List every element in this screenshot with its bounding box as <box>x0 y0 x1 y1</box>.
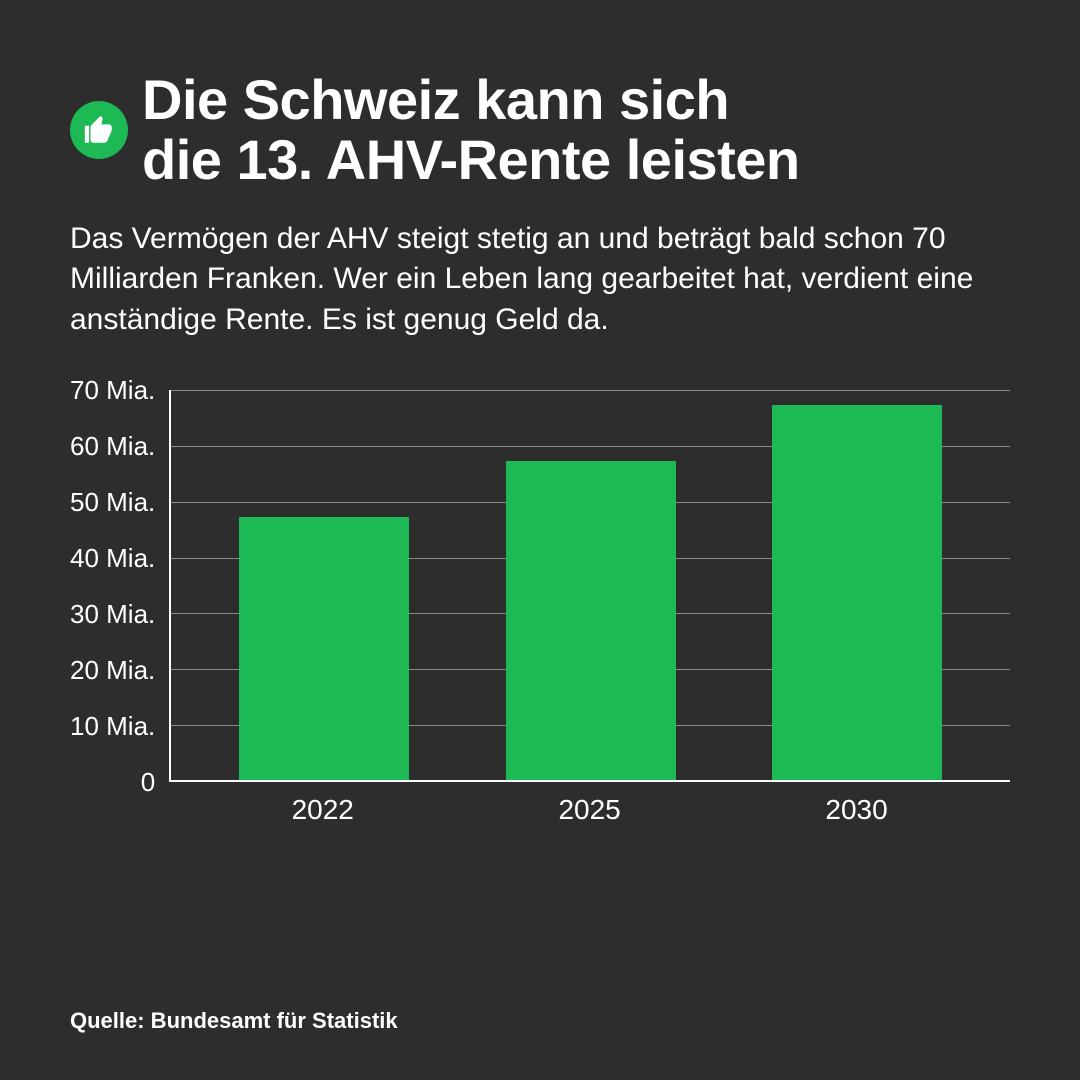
y-tick-label: 60 Mia. <box>70 433 155 459</box>
title-line-1: Die Schweiz kann sich <box>142 68 729 131</box>
x-tick-label: 2030 <box>772 794 942 826</box>
plot-area <box>169 390 1010 782</box>
y-tick-label: 30 Mia. <box>70 601 155 627</box>
y-tick-label: 20 Mia. <box>70 657 155 683</box>
thumbs-up-icon <box>70 101 128 159</box>
subtitle-text: Das Vermögen der AHV steigt stetig an un… <box>70 219 990 341</box>
bar <box>239 517 409 780</box>
y-tick-label: 0 <box>141 769 155 795</box>
x-axis-labels: 2022 2025 2030 <box>169 782 1010 826</box>
title-line-2: die 13. AHV-Rente leisten <box>142 128 800 191</box>
page-title: Die Schweiz kann sich die 13. AHV-Rente … <box>142 70 800 191</box>
bars-container <box>171 390 1010 780</box>
bar <box>772 405 942 780</box>
bar <box>506 461 676 780</box>
x-tick-label: 2025 <box>505 794 675 826</box>
x-tick-label: 2022 <box>238 794 408 826</box>
y-tick-label: 50 Mia. <box>70 489 155 515</box>
bar-chart: 70 Mia.60 Mia.50 Mia.40 Mia.30 Mia.20 Mi… <box>70 390 1010 826</box>
y-axis-labels: 70 Mia. 60 Mia. 50 Mia. 40 Mia. 30 Mia. 20 Mi… <box>70 377 169 795</box>
y-tick-label: 10 Mia. <box>70 713 155 739</box>
y-tick-label: 40 Mia. <box>70 545 155 571</box>
header: Die Schweiz kann sich die 13. AHV-Rente … <box>70 70 1010 191</box>
source-text: Quelle: Bundesamt für Statistik <box>70 1008 398 1034</box>
y-tick-label: 70 Mia. <box>70 377 155 403</box>
